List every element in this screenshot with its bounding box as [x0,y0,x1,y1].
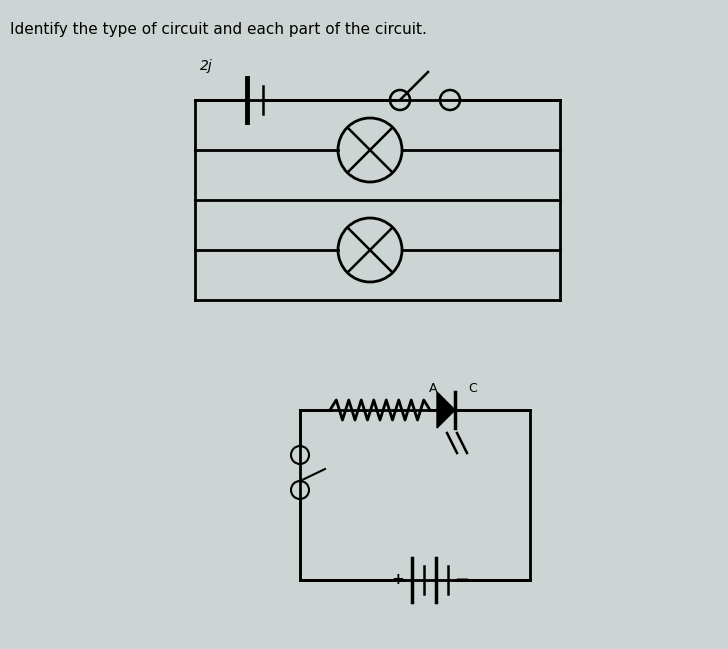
Text: A: A [429,382,438,395]
Text: 2j: 2j [200,59,213,73]
Text: C: C [469,382,478,395]
Polygon shape [437,392,455,428]
Text: +: + [392,572,404,587]
Text: −: − [454,571,470,589]
Text: Identify the type of circuit and each part of the circuit.: Identify the type of circuit and each pa… [10,22,427,37]
